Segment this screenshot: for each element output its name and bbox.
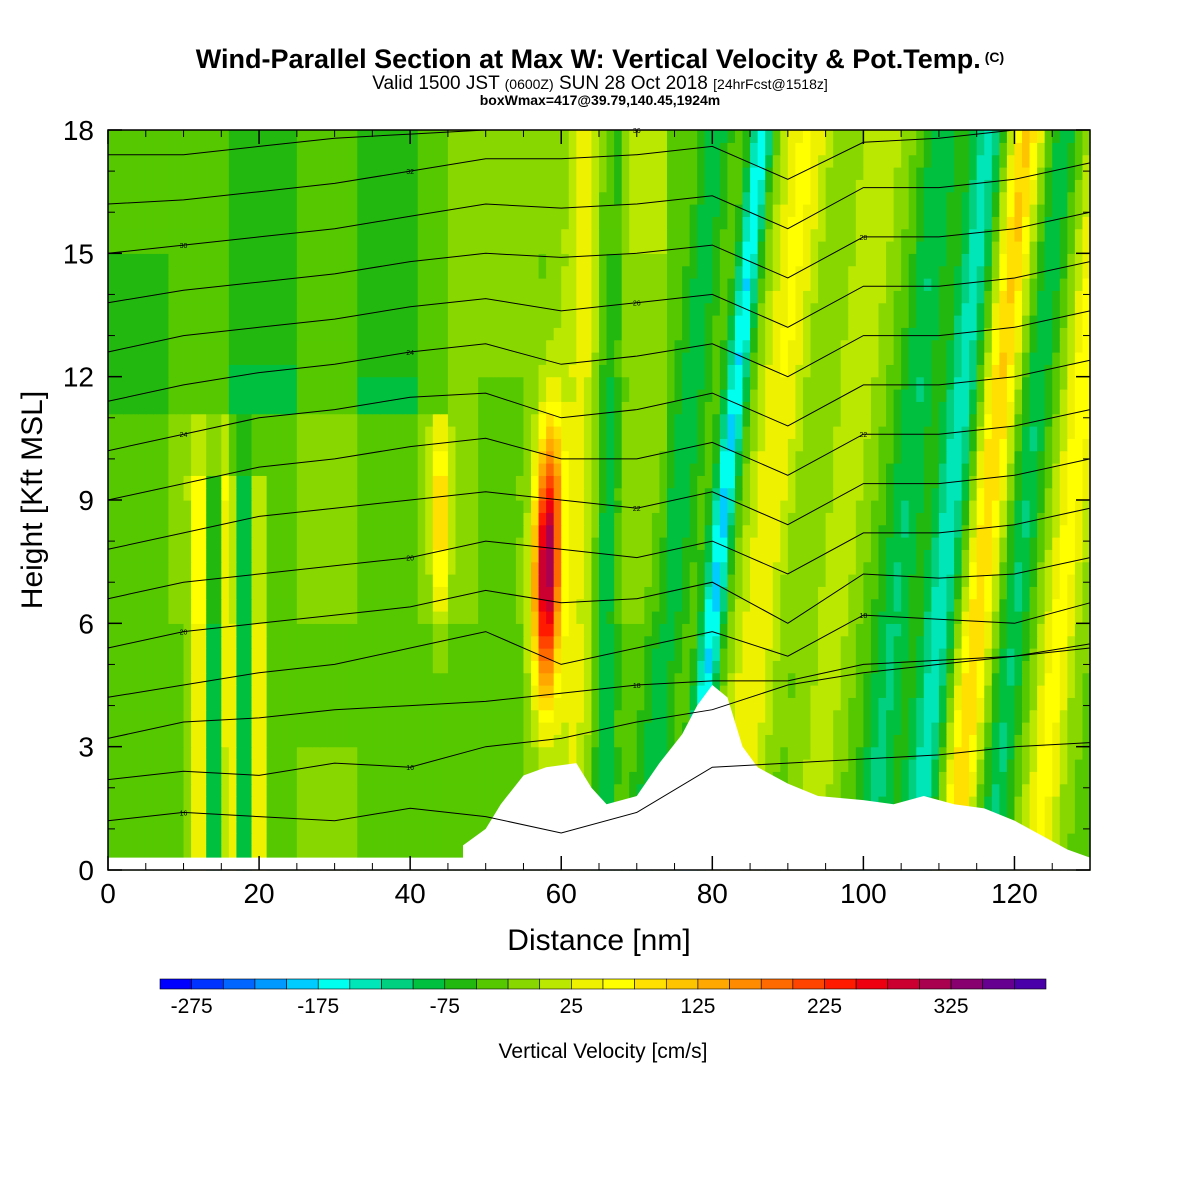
theta-contour-label: 22	[633, 506, 641, 513]
colorbar-swatch	[919, 978, 952, 990]
colorbar-swatch	[950, 978, 984, 990]
x-tick-label: 60	[546, 878, 577, 909]
colorbar-tick-label: 125	[680, 995, 715, 1018]
theta-contour-line	[107, 409, 1091, 501]
colorbar-swatch	[191, 978, 224, 990]
x-tick-label: 20	[243, 878, 274, 909]
title-main: Wind-Parallel Section at Max W: Vertical…	[195, 44, 981, 74]
colorbar-swatch	[665, 978, 699, 990]
theta-contour-line	[107, 643, 1091, 739]
colorbar-swatch	[697, 978, 730, 990]
colorbar-swatch	[1014, 978, 1047, 990]
colorbar-tick-label: -75	[430, 995, 460, 1018]
box-wmax-info: boxWmax=417@39.79,140.45,1924m	[479, 92, 721, 108]
colorbar-swatch	[760, 978, 794, 990]
colorbar-label: Vertical Velocity [cm/s]	[499, 1040, 708, 1063]
y-tick-label: 3	[78, 732, 94, 763]
theta-contour-line	[107, 602, 1091, 698]
colorbar-swatch	[412, 978, 446, 990]
theta-contour-label: 16	[180, 810, 188, 817]
colorbar-swatch	[254, 978, 287, 990]
theta-contour-label: 32	[406, 169, 414, 176]
colorbar-tick-label: 325	[934, 995, 969, 1018]
theta-contour-label: 16	[406, 765, 414, 772]
theta-contour-line	[107, 647, 1091, 781]
x-tick-label: 100	[840, 878, 887, 909]
x-tick-label: 0	[100, 878, 116, 909]
x-tick-label: 40	[395, 878, 426, 909]
valid-line: Valid 1500 JST (0600Z) SUN 28 Oct 2018 […	[0, 73, 1200, 95]
colorbar-swatch	[855, 978, 889, 990]
theta-contour-label: 18	[633, 683, 641, 690]
valid-time: Valid 1500 JST	[372, 73, 500, 94]
theta-contour-line	[107, 359, 1091, 452]
colorbar-swatch	[444, 978, 477, 990]
colorbar-tick-label: -275	[171, 995, 213, 1018]
chart-title: Wind-Parallel Section at Max W: Vertical…	[0, 44, 1200, 75]
valid-date: SUN 28 Oct 2018	[558, 73, 708, 94]
colorbar-swatch	[349, 978, 382, 990]
theta-contour-label: 30	[180, 243, 188, 250]
y-tick-label: 0	[78, 855, 94, 886]
valid-utc: (0600Z)	[504, 76, 554, 92]
x-axis-label: Distance [nm]	[507, 924, 690, 957]
colorbar-swatch	[476, 978, 509, 990]
y-tick-label: 12	[63, 362, 94, 393]
colorbar-swatch	[286, 978, 319, 990]
colorbar-swatch	[317, 978, 351, 990]
theta-contour-label: 24	[406, 350, 414, 357]
y-tick-label: 15	[63, 238, 94, 269]
theta-contour-line	[107, 310, 1091, 402]
theta-contour-label: 28	[859, 235, 867, 242]
colorbar-swatch	[982, 978, 1015, 990]
forecast-info: [24hrFcst@1518z]	[713, 76, 828, 92]
theta-contour-line	[107, 458, 1091, 550]
colorbar-swatch	[539, 978, 572, 990]
theta-contour-line	[107, 162, 1091, 254]
velocity-field	[108, 130, 1091, 871]
theta-contour-line	[107, 742, 1091, 834]
theta-contours: 161618182020222224242628303236	[107, 128, 1091, 834]
y-axis-label: Height [Kft MSL]	[16, 391, 49, 609]
x-tick-label: 120	[991, 878, 1038, 909]
x-tick-label: 80	[697, 878, 728, 909]
colorbar-swatch	[222, 978, 256, 990]
axes: 0 20 40 60 80 100 120 0 3 6 9 12 15 18 Distance [nm] He…	[16, 115, 1091, 957]
theta-contour-line	[107, 507, 1091, 600]
theta-contour-label: 24	[180, 432, 188, 439]
colorbar-swatch	[507, 978, 541, 990]
colorbar-swatch	[634, 978, 667, 990]
theta-contour-line	[107, 261, 1091, 353]
theta-contour-line	[107, 557, 1091, 649]
y-tick-label: 18	[63, 115, 94, 146]
y-tick-label: 9	[78, 485, 94, 516]
theta-contour-line	[107, 129, 1090, 205]
terrain-mask	[108, 685, 1090, 870]
theta-contour-label: 18	[859, 613, 867, 620]
theta-contour-label: 26	[633, 301, 641, 308]
colorbar: -275 -175 -75 25 125 225 325 Vertical Velocity …	[159, 978, 1047, 1063]
theta-contour-label: 20	[180, 630, 188, 637]
colorbar-swatch	[792, 978, 825, 990]
colorbar-swatch	[159, 978, 192, 990]
theta-contour-label: 20	[406, 556, 414, 563]
theta-contour-label: 22	[859, 432, 867, 439]
colorbar-swatch	[602, 978, 635, 990]
colorbar-swatch	[887, 978, 920, 990]
theta-contour-line	[107, 211, 1091, 304]
colorbar-swatch	[729, 978, 762, 990]
copyright-mark: (C)	[984, 49, 1005, 65]
colorbar-tick-label: -175	[297, 995, 339, 1018]
y-tick-label: 6	[78, 608, 94, 639]
colorbar-tick-label: 25	[560, 995, 583, 1018]
colorbar-tick-label: 225	[807, 995, 842, 1018]
colorbar-swatch	[824, 978, 857, 990]
colorbar-swatch	[381, 978, 414, 990]
colorbar-swatch	[571, 978, 604, 990]
